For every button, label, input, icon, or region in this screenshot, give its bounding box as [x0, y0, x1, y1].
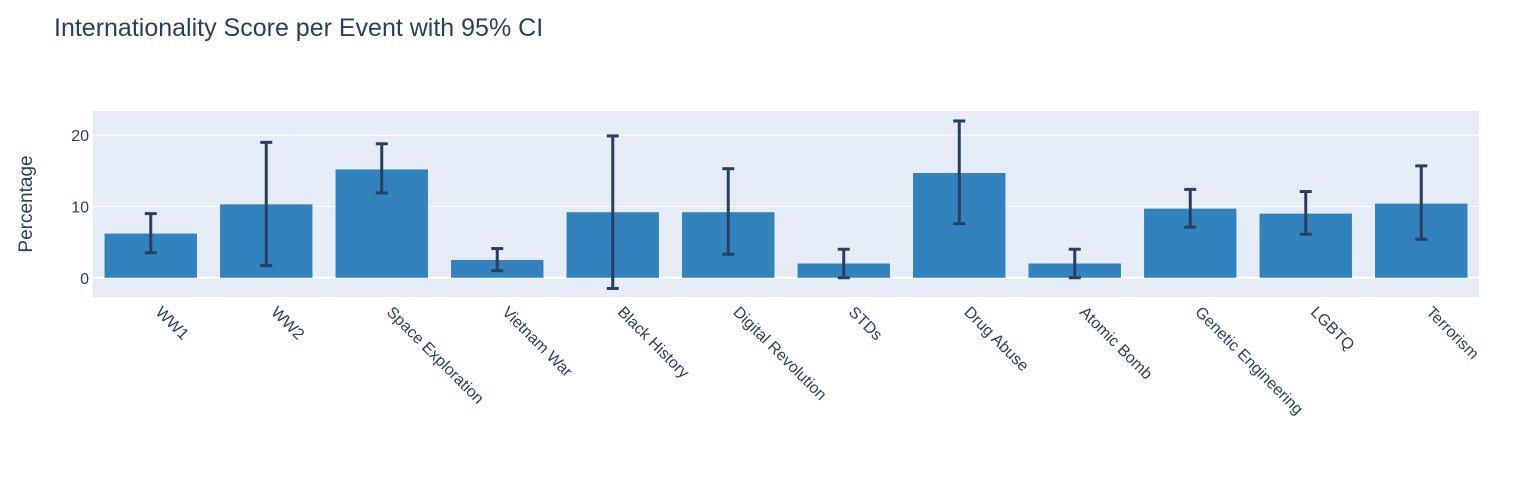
x-tick-label: STDs — [845, 304, 885, 344]
x-axis-ticks: WW1 WW2 Space Exploration Vietnam War Black … — [152, 304, 1482, 419]
error-bar — [375, 142, 388, 195]
gridlines — [93, 134, 1479, 279]
y-tick-label: 20 — [71, 128, 89, 145]
x-tick-label: Drug Abuse — [960, 304, 1031, 375]
error-bar — [1068, 247, 1081, 280]
error-bar — [1415, 164, 1428, 241]
error-bars — [144, 119, 1428, 290]
y-axis-ticks: 0 10 20 — [71, 128, 89, 288]
error-bar — [606, 134, 619, 290]
plot-area — [93, 111, 1479, 297]
y-tick-label: 10 — [71, 199, 89, 216]
x-tick-label: WW2 — [267, 304, 307, 344]
error-bar — [144, 212, 157, 255]
y-tick-label: 0 — [80, 271, 89, 288]
x-tick-label: Vietnam War — [498, 304, 575, 381]
chart-title: Internationality Score per Event with 95… — [54, 14, 543, 42]
x-tick-label: Atomic Bomb — [1076, 304, 1155, 383]
error-bar — [1184, 187, 1197, 229]
error-bar — [260, 140, 273, 268]
error-bar — [837, 247, 850, 280]
error-bar — [491, 247, 504, 273]
x-tick-label: Space Exploration — [383, 304, 487, 408]
error-bar — [722, 167, 735, 256]
x-tick-label: Digital Revolution — [729, 304, 829, 404]
y-axis-label: Percentage — [16, 155, 37, 252]
x-tick-label: Black History — [614, 304, 692, 382]
error-bar — [953, 119, 966, 226]
error-bar — [1299, 190, 1312, 236]
x-tick-label: WW1 — [152, 304, 192, 344]
x-tick-label: Terrorism — [1422, 304, 1481, 363]
x-tick-label: Genetic Engineering — [1191, 304, 1306, 419]
x-tick-label: LGBTQ — [1307, 304, 1357, 354]
